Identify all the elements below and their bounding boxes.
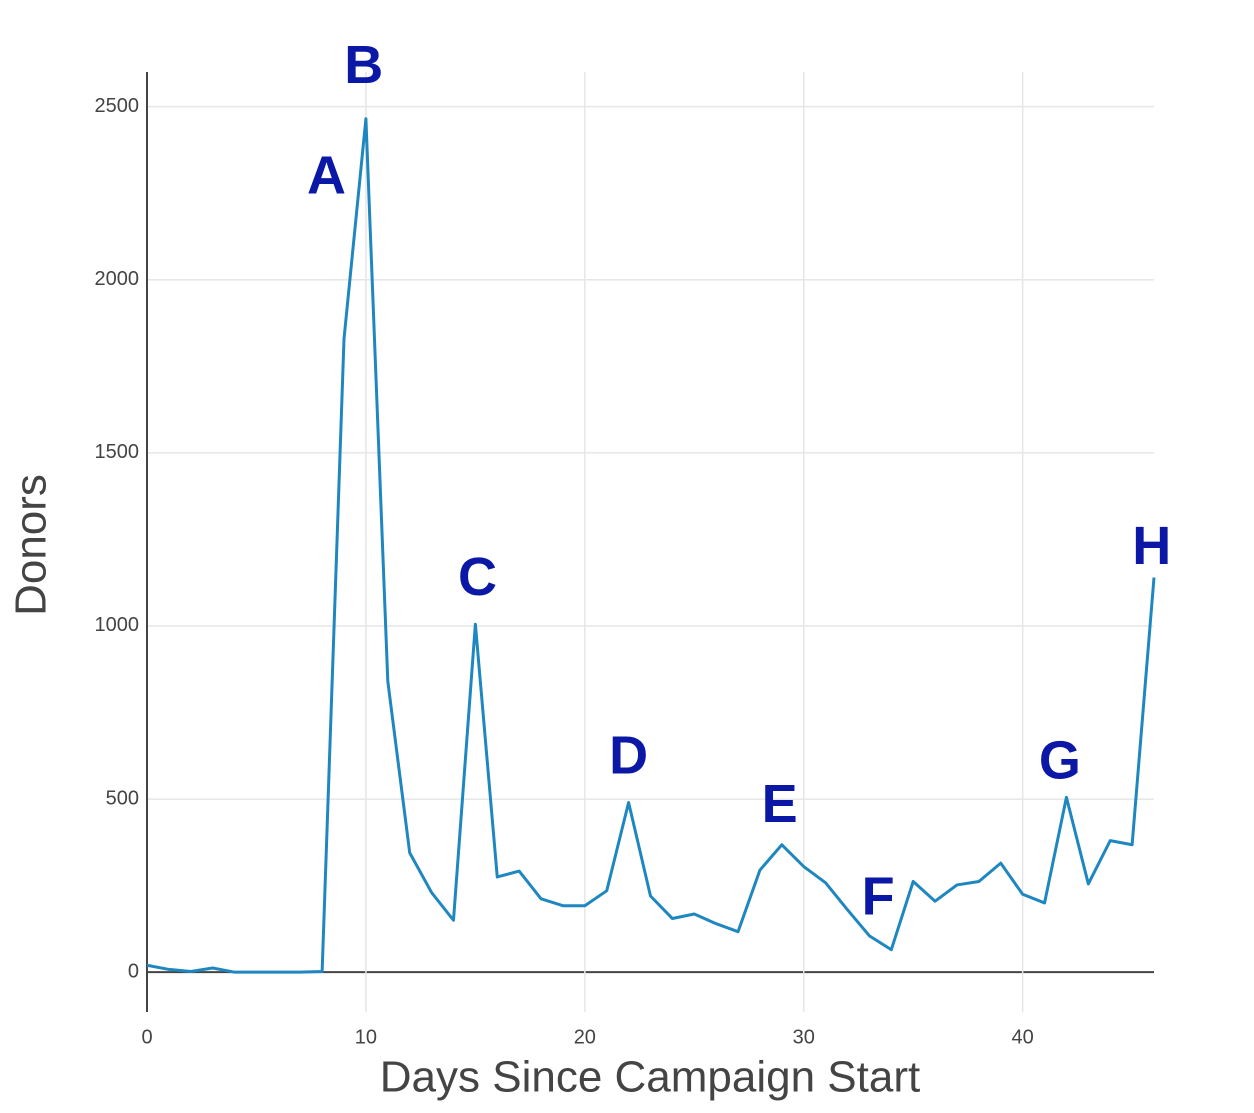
y-tick-label: 2500: [95, 95, 140, 117]
annotation: E: [762, 774, 798, 834]
annotation: H: [1132, 516, 1171, 576]
annotation: D: [609, 726, 648, 786]
annotation: C: [458, 547, 497, 607]
x-tick-label: 30: [793, 1026, 815, 1048]
y-tick-label: 500: [106, 787, 139, 809]
x-tick-label: 20: [574, 1026, 596, 1048]
annotation: A: [307, 146, 346, 206]
y-tick-label: 0: [128, 960, 139, 982]
annotation: F: [862, 866, 895, 926]
y-axis-title: Donors: [7, 474, 56, 616]
x-tick-label: 10: [355, 1026, 377, 1048]
annotation: B: [344, 35, 383, 95]
annotation: G: [1039, 731, 1081, 791]
y-tick-label: 1000: [95, 614, 140, 636]
x-tick-label: 0: [141, 1026, 152, 1048]
line: [146, 117, 1156, 974]
x-axis-title: Days Since Campaign Start: [380, 1053, 920, 1102]
y-tick-label: 2000: [95, 268, 140, 290]
y-tick-label: 1500: [95, 441, 140, 463]
x-tick-label: 40: [1012, 1026, 1034, 1048]
